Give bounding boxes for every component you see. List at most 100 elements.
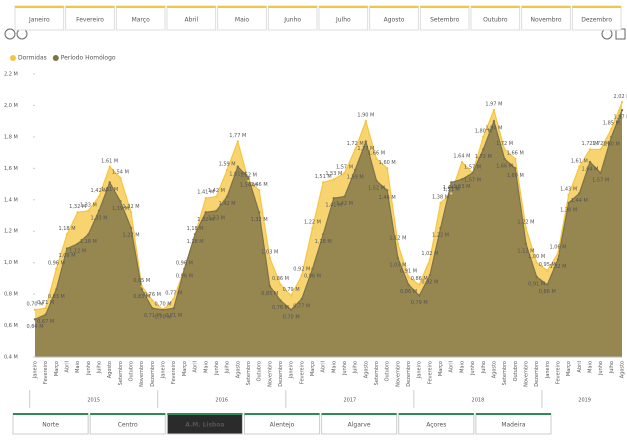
month-button[interactable] [419,5,470,31]
month-button[interactable] [521,5,571,31]
month-label[interactable]: Julho [335,17,351,24]
point [428,258,432,261]
point [578,192,581,195]
month-label[interactable]: Fevereiro [76,17,104,24]
value-label: 1,61 M [229,171,246,177]
month-label[interactable]: Setembro [430,17,460,24]
x-tick-label: Maio [587,361,593,373]
point [332,197,336,200]
point [161,308,165,312]
drill-up-icon[interactable] [4,28,16,40]
point [546,283,549,286]
value-label: 1,46 M [379,195,396,201]
month-label[interactable]: Agosto [384,17,405,24]
point [300,274,304,277]
point [215,195,218,198]
region-label[interactable]: Algarve [348,422,371,429]
point [492,108,496,112]
value-label: 0,86 M [539,289,556,295]
month-label[interactable]: Outubro [483,17,508,24]
value-label: 1,38 M [560,207,577,213]
region-label[interactable]: Alentejo [270,422,295,429]
point [268,285,271,288]
value-label: 1,09 M [58,253,75,259]
value-label: 0,96 M [176,260,193,266]
x-tick-label: Agosto [107,361,113,378]
x-tick-label: Dezembro [278,361,284,387]
value-label: 1,57 M [336,165,353,171]
point [247,179,250,183]
value-label: 1,03 M [389,262,406,268]
value-label: 1,32 M [197,217,214,223]
point [418,283,421,286]
region-label[interactable]: Norte [42,422,59,429]
point [140,285,143,288]
point [343,171,346,175]
month-label[interactable]: Novembro [530,17,561,24]
point [482,148,485,151]
value-label: 0,77 M [165,290,182,296]
point [514,157,517,161]
point [44,313,47,316]
value-label: 1,18 M [187,239,204,245]
month-label[interactable]: Abril [184,17,198,24]
point [428,274,432,277]
value-label: 0,76 M [272,305,289,311]
value-label: 1,97 M [613,115,627,121]
month-label[interactable]: Junho [283,17,301,24]
x-tick-label: Fevereiro [555,361,561,384]
month-button[interactable] [166,5,217,31]
value-label: 1,33 M [80,202,97,208]
point [289,294,293,297]
month-label[interactable]: Março [132,17,150,24]
year-label: 2019 [578,398,591,404]
point [33,318,37,321]
month-button[interactable] [571,5,622,31]
region-label[interactable]: Açores [426,422,446,429]
month-label[interactable]: Dezembro [581,17,612,24]
x-tick-label: Janeiro [33,361,39,379]
month-label[interactable]: Janeiro [28,17,50,24]
value-label: 0,70 M [283,314,300,320]
value-label: 1,02 M [421,251,438,257]
point [610,127,613,131]
x-tick-label: Setembro [374,361,380,385]
point [129,226,133,230]
point [599,171,602,175]
year-label: 2015 [87,398,100,404]
x-tick-label: Fevereiro [43,361,49,384]
month-label[interactable]: Maio [235,17,250,24]
value-label: 1,64 M [581,167,598,173]
month-button[interactable] [318,5,369,31]
x-tick-label: Outubro [257,361,263,381]
y-tick-label: 1,8 M [4,134,18,140]
region-label[interactable]: A.M. Lisboa [185,422,224,429]
x-tick-label: Julho [609,361,615,374]
x-tick-label: Abril [193,361,199,372]
legend-label: Período Homólogo [61,55,116,62]
point [588,160,592,164]
region-label[interactable]: Madeira [501,422,525,429]
y-tick-label: 1,6 M [4,166,18,172]
x-tick-label: Março [566,361,572,376]
point [215,209,218,212]
value-label: 0,70 M [155,314,172,320]
legend-swatch [52,55,59,61]
region-label[interactable]: Centro [118,422,138,429]
point [364,140,368,143]
value-label: 0,86 M [411,276,428,282]
point [108,165,111,168]
value-label: 1,22 M [123,233,140,239]
value-label: 1,02 M [549,264,566,270]
point [65,233,69,236]
point [300,297,304,301]
value-label: 1,18 M [58,226,75,232]
x-tick-label: Maio [459,361,465,373]
point [546,269,549,272]
value-label: 1,00 M [528,254,545,260]
month-button[interactable] [14,5,65,31]
x-tick-label: Dezembro [406,361,412,387]
x-tick-label: Setembro [246,361,252,385]
x-tick-label: Novembro [267,361,273,387]
value-label: 0,91 M [400,268,417,274]
